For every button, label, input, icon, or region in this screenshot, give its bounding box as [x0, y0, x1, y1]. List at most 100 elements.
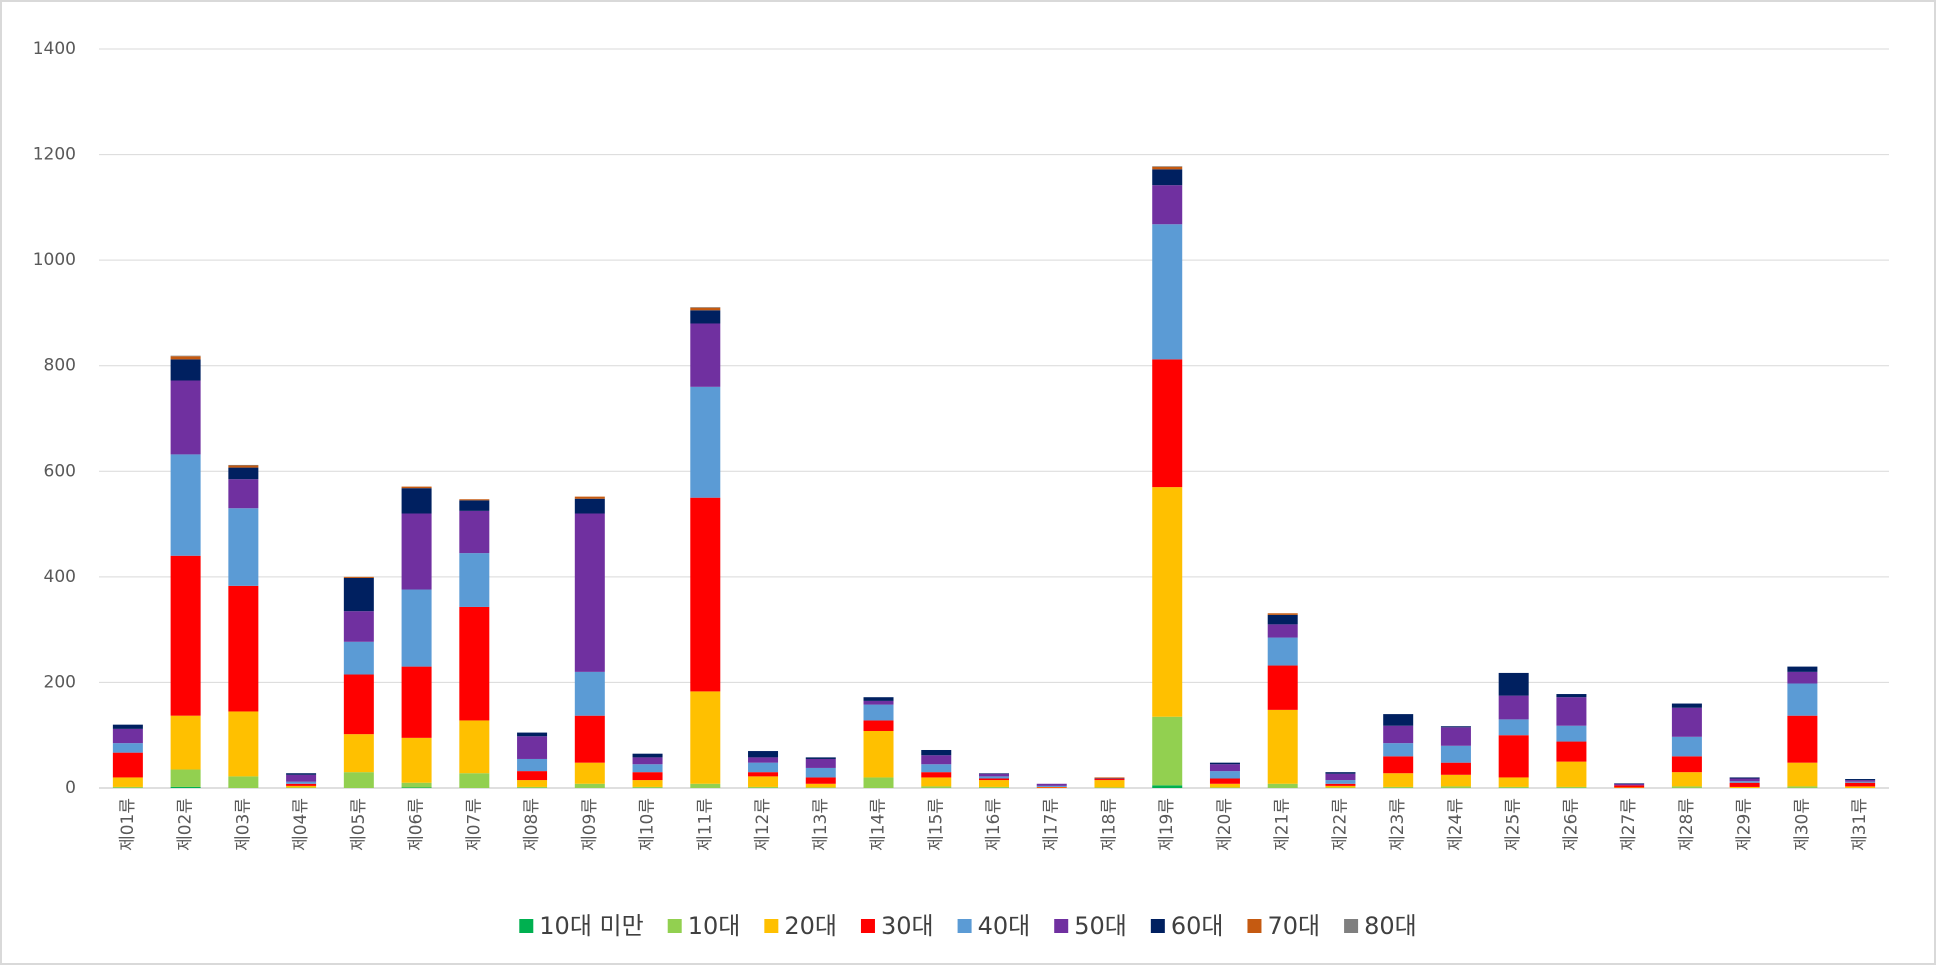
bar-segment	[517, 780, 548, 787]
bar-segment	[401, 488, 432, 514]
legend-label: 70대	[1267, 912, 1320, 940]
bar-segment	[170, 769, 201, 787]
bar-segment	[343, 577, 374, 612]
bar-segment	[1787, 715, 1818, 763]
bar-segment	[1267, 614, 1298, 625]
y-tick-label: 0	[65, 778, 76, 798]
bar-segment	[805, 757, 836, 759]
bar-segment	[1094, 777, 1125, 779]
bar-segment	[1094, 779, 1125, 781]
legend-label: 20대	[784, 912, 837, 940]
bar-segment	[401, 486, 432, 489]
y-tick-label: 1000	[33, 250, 76, 270]
x-tick-label: 제30류	[1792, 798, 1812, 851]
legend-swatch	[1247, 919, 1262, 933]
bar-segment	[1267, 624, 1298, 638]
y-tick-label: 800	[44, 356, 76, 376]
x-tick-label: 제23류	[1388, 798, 1408, 851]
bar-segment	[1209, 778, 1240, 784]
bar-segment	[1729, 778, 1760, 782]
bar-segment	[1556, 697, 1587, 726]
bar-segment	[1787, 786, 1818, 788]
bar-segment	[112, 724, 143, 729]
bar-segment	[748, 757, 779, 763]
bar-segment	[343, 674, 374, 735]
bar-segment	[1036, 785, 1067, 787]
bar-segment	[1671, 772, 1702, 787]
bar-segment	[112, 728, 143, 744]
bar-segment	[170, 359, 201, 381]
bar-segment	[1383, 743, 1414, 757]
bar-segment	[459, 553, 490, 607]
bar-segment	[170, 715, 201, 770]
bar-segment	[574, 715, 605, 763]
y-tick-label: 600	[44, 461, 76, 481]
bar-segment	[1440, 774, 1471, 787]
bar-segment	[979, 773, 1009, 777]
bar-segment	[748, 751, 779, 758]
bar-segment	[228, 776, 259, 788]
bar-segment	[748, 772, 779, 777]
bar-segment	[170, 380, 201, 455]
bar-segment	[863, 700, 894, 705]
bar-segment	[170, 454, 201, 556]
bar-segment	[343, 576, 374, 578]
bar-segment	[459, 500, 490, 511]
bar-segment	[459, 773, 490, 788]
bar-segment	[228, 585, 259, 712]
bar-segment	[1267, 665, 1298, 710]
legend: 10대 미만 10대 20대 30대 40대 50대 60대 70대 80대	[519, 912, 1417, 940]
bar-segment	[343, 611, 374, 642]
bar-segment	[1556, 725, 1587, 742]
bar-segment	[517, 786, 548, 788]
bar-segment	[112, 743, 143, 753]
bar-segment	[979, 778, 1009, 781]
bar-segment	[1671, 703, 1702, 708]
bar-segment	[805, 787, 836, 788]
bar-segment	[1671, 736, 1702, 757]
x-tick-label: 제14류	[869, 798, 889, 851]
x-tick-label: 제27류	[1619, 798, 1639, 851]
bar-segment	[1498, 672, 1529, 696]
bar-segment	[343, 641, 374, 675]
bar-segment	[1325, 772, 1356, 774]
bar-segment	[1729, 786, 1760, 788]
bar-segment	[1845, 782, 1876, 787]
bar-segment	[459, 499, 490, 501]
bar-segment	[1209, 762, 1240, 765]
bar-segment	[170, 356, 201, 360]
legend-label: 50대	[1074, 912, 1127, 940]
bar-segment	[1556, 786, 1587, 788]
x-tick-label: 제03류	[233, 798, 253, 851]
bar-segment	[1440, 762, 1471, 775]
bar-segment	[170, 355, 201, 357]
x-tick-label: 제12류	[753, 798, 773, 851]
bar-segment	[1383, 773, 1414, 787]
bar-segment	[748, 762, 779, 773]
bar-segment	[401, 787, 432, 788]
bar-segment	[1036, 787, 1067, 788]
bar-segment	[1671, 756, 1702, 773]
x-tick-label: 제08류	[522, 798, 542, 851]
bar-segment	[1729, 777, 1760, 779]
bar-segment	[1614, 783, 1645, 786]
y-tick-label: 1400	[33, 39, 76, 59]
bar-segment	[632, 772, 663, 781]
bar-segment	[1440, 786, 1471, 788]
x-tick-label: 제20류	[1215, 798, 1235, 851]
legend-label: 40대	[978, 912, 1031, 940]
bar-segment	[1671, 786, 1702, 788]
bar-segment	[286, 785, 317, 788]
legend-swatch	[957, 919, 972, 933]
bar-segment	[632, 786, 663, 788]
bar-segment	[1498, 786, 1529, 788]
bar-segment	[170, 555, 201, 716]
bar-segment	[1267, 637, 1298, 666]
bar-segment	[112, 752, 143, 778]
bar-segment	[921, 764, 952, 773]
bar-segment	[1209, 783, 1240, 788]
bar-segment	[401, 782, 432, 788]
